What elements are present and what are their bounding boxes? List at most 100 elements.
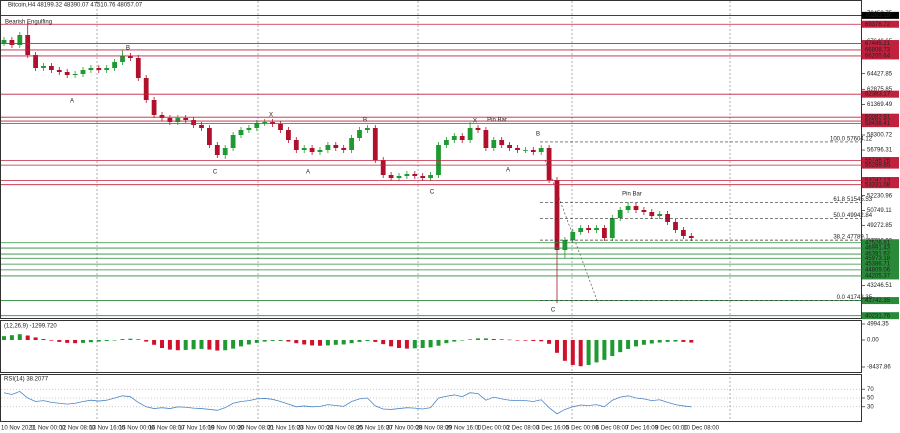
- candle-body: [112, 62, 117, 68]
- level-label-box: [862, 46, 899, 54]
- histogram-bar: [278, 339, 283, 341]
- level-label: 53331.08: [865, 182, 891, 188]
- y-tick-label: 50: [867, 396, 874, 402]
- candle-body: [530, 150, 536, 152]
- candle-body: [183, 118, 189, 120]
- candle-body: [49, 66, 54, 70]
- histogram-bar: [578, 339, 583, 367]
- histogram-bar: [594, 339, 599, 363]
- time-label: 10 Dec 08:00: [683, 426, 719, 432]
- level-label-box: [862, 157, 899, 165]
- histogram-bar: [88, 339, 93, 343]
- histogram-bar: [294, 339, 299, 344]
- histogram-bar: [555, 339, 559, 353]
- histogram-bar: [397, 339, 401, 348]
- histogram-bar: [507, 339, 512, 341]
- histogram-bar: [428, 339, 433, 348]
- histogram-bar: [160, 339, 164, 348]
- symbol-header: Bitcoin,H4 48199.32 48390.07 47510.76 48…: [8, 3, 143, 9]
- candle-body: [562, 240, 568, 250]
- candle-body: [159, 115, 165, 118]
- candle-body: [420, 176, 426, 178]
- level-label-box: [862, 52, 899, 60]
- candle-body: [499, 140, 505, 145]
- candle-body: [72, 74, 78, 75]
- candle-body: [25, 35, 31, 55]
- candle-body: [56, 70, 62, 72]
- histogram-bar: [673, 339, 678, 342]
- candle-body: [365, 128, 370, 130]
- candle-body: [175, 118, 181, 122]
- time-label: 19 Nov 00:00: [208, 426, 244, 432]
- histogram-bar: [81, 339, 85, 343]
- macd-panel: [0, 320, 862, 373]
- candle-body: [554, 180, 560, 250]
- rsi-panel: [0, 374, 862, 422]
- histogram-bar: [207, 339, 212, 350]
- histogram-bar: [610, 339, 615, 356]
- candle-body: [594, 228, 599, 230]
- candle-body: [120, 56, 125, 62]
- time-label: 1 Dec 00:00: [477, 426, 510, 432]
- level-label: 40231.76: [865, 313, 891, 319]
- level-label-box: [862, 312, 899, 320]
- histogram-bar: [381, 339, 386, 345]
- histogram-bar: [325, 339, 330, 346]
- histogram-bar: [302, 339, 307, 345]
- candle-body: [617, 210, 623, 218]
- candle-body: [475, 128, 481, 130]
- histogram-bar: [539, 339, 544, 342]
- candle-body: [128, 56, 133, 58]
- fib-price: 51545.53: [847, 197, 873, 203]
- candle-body: [64, 72, 70, 75]
- histogram-bar: [483, 338, 488, 340]
- candle-body: [681, 230, 686, 236]
- candle-body: [278, 124, 283, 130]
- histogram-bar: [175, 339, 180, 351]
- histogram-bar: [215, 339, 220, 351]
- histogram-bar: [9, 335, 14, 340]
- candle-body: [230, 135, 236, 148]
- candle-body: [80, 70, 86, 74]
- level-label-box: [862, 120, 899, 128]
- indicator-title: (12,26,9) -1299.720: [4, 324, 57, 330]
- fib-level: 61.8: [833, 197, 845, 203]
- histogram-bar: [468, 339, 473, 340]
- time-label: 16 Nov 08:00: [149, 426, 185, 432]
- candle-body: [33, 55, 38, 68]
- candle-body: [254, 123, 260, 128]
- histogram-bar: [73, 339, 78, 344]
- time-label: 10 Nov 2021: [1, 426, 36, 432]
- y-tick-label: 30: [867, 404, 874, 410]
- level-label: 46391.62: [865, 252, 891, 258]
- time-label: 13 Nov 16:00: [89, 426, 125, 432]
- time-label: 27 Nov 00:00: [386, 426, 422, 432]
- fib-price: 47789.1: [847, 235, 869, 241]
- histogram-bar: [183, 339, 188, 350]
- candle-body: [388, 175, 394, 178]
- level-label: 45386.71: [865, 262, 891, 268]
- level-label-box: [862, 177, 899, 185]
- histogram-bar: [657, 339, 662, 343]
- candle-body: [665, 214, 670, 222]
- y-tick-label: 62875.85: [867, 87, 893, 93]
- histogram-bar: [444, 339, 449, 344]
- fib-level: 50.0: [833, 213, 845, 219]
- level-label-box: [862, 297, 899, 305]
- time-label: 28 Nov 08:00: [416, 426, 452, 432]
- candle-body: [372, 128, 378, 160]
- vertical-grid: [96, 1, 731, 421]
- candle-body: [609, 218, 615, 238]
- fib-price: 57604.12: [847, 137, 873, 143]
- histogram-bar: [33, 337, 38, 340]
- y-tick-label: 52230.96: [867, 193, 893, 199]
- wave-label: X: [269, 113, 273, 119]
- level-label-box: [862, 266, 899, 274]
- fib-price: 49942.84: [847, 213, 873, 219]
- trend-line: [544, 159, 599, 304]
- level-label-box: [862, 181, 899, 189]
- histogram-bar: [586, 339, 591, 365]
- price-panel: [0, 0, 862, 319]
- wave-label: Pin Bar: [487, 118, 507, 124]
